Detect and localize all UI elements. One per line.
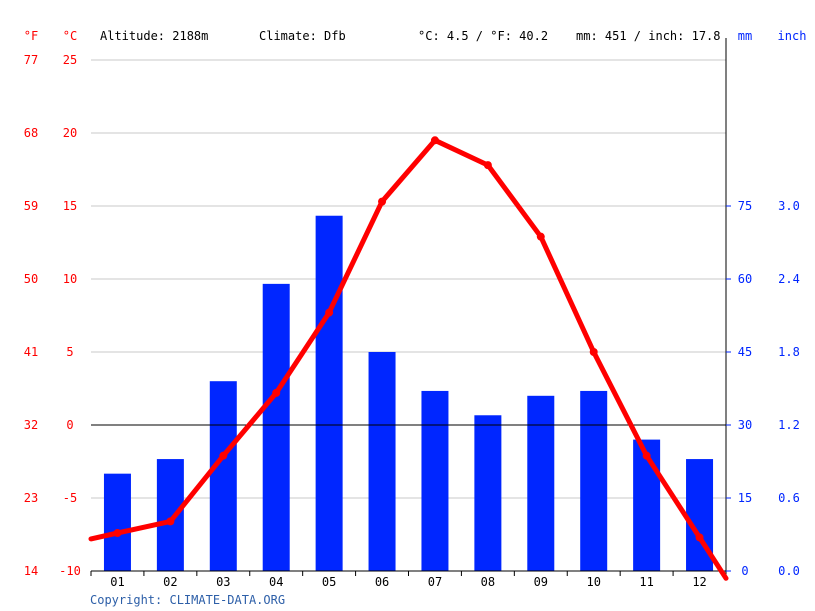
x-tick-label: 07 xyxy=(428,575,442,589)
right-mm-tick-label: 75 xyxy=(738,199,752,213)
right-inch-tick-label: 0.6 xyxy=(778,491,800,505)
climate-label: Climate: Dfb xyxy=(259,29,346,43)
left-f-tick-label: 23 xyxy=(24,491,38,505)
temperature-point xyxy=(113,529,122,538)
right-inch-tick-label: 1.2 xyxy=(778,418,800,432)
axis-labels: 25 77 20 68 15 59 10 50 5 41 0 32 -5 23 -10 14 75 3.0 60 2.… xyxy=(24,53,800,578)
temperature-point xyxy=(536,232,545,241)
temperature-point xyxy=(642,451,651,460)
x-tick-label: 11 xyxy=(639,575,653,589)
temperature-point xyxy=(483,161,492,170)
x-axis-ticks: 01 02 03 04 05 06 07 08 09 10 11 12 xyxy=(90,571,727,589)
x-tick-label: 12 xyxy=(692,575,706,589)
precip-bar xyxy=(368,352,396,571)
left-f-tick-label: 68 xyxy=(24,126,38,140)
x-tick-label: 08 xyxy=(481,575,495,589)
left-c-tick-label: 10 xyxy=(63,272,77,286)
right-mm-tick-label: 0 xyxy=(741,564,748,578)
precip-bar xyxy=(421,390,449,571)
copyright-text: Copyright: CLIMATE-DATA.ORG xyxy=(90,593,285,607)
right-inch-tick-label: 3.0 xyxy=(778,199,800,213)
precip-bar xyxy=(580,390,608,571)
altitude-label: Altitude: 2188m xyxy=(100,29,208,43)
left-c-tick-label: -10 xyxy=(59,564,81,578)
right-inch-tick-label: 1.8 xyxy=(778,345,800,359)
x-tick-label: 03 xyxy=(216,575,230,589)
unit-inch-label: inch xyxy=(778,29,807,43)
x-tick-label: 02 xyxy=(163,575,177,589)
x-tick-label: 04 xyxy=(269,575,283,589)
left-c-tick-label: 25 xyxy=(63,53,77,67)
left-c-tick-label: 15 xyxy=(63,199,77,213)
right-mm-tick-label: 60 xyxy=(738,272,752,286)
unit-mm-label: mm xyxy=(738,29,752,43)
temperature-point xyxy=(430,136,439,145)
unit-c-label: °C xyxy=(63,29,77,43)
right-inch-tick-label: 0.0 xyxy=(778,564,800,578)
left-c-tick-label: 0 xyxy=(66,418,73,432)
temperature-point xyxy=(589,348,598,356)
left-c-tick-label: 20 xyxy=(63,126,77,140)
x-tick-label: 06 xyxy=(375,575,389,589)
x-tick-label: 09 xyxy=(534,575,548,589)
temperature-polyline xyxy=(88,137,729,581)
grid-lines xyxy=(91,59,726,499)
temperature-point xyxy=(325,308,334,317)
temperature-line xyxy=(88,136,729,581)
temperature-point xyxy=(219,451,228,460)
left-f-tick-label: 14 xyxy=(24,564,38,578)
avg-temp-label: °C: 4.5 / °F: 40.2 xyxy=(418,29,548,43)
precip-bar xyxy=(209,381,237,571)
temperature-point xyxy=(695,533,704,542)
precipitation-bars xyxy=(103,215,714,571)
precip-bar xyxy=(315,215,343,571)
left-f-tick-label: 77 xyxy=(24,53,38,67)
precip-bar xyxy=(527,395,555,571)
right-inch-tick-label: 2.4 xyxy=(778,272,800,286)
temperature-point xyxy=(378,197,387,206)
left-f-tick-label: 50 xyxy=(24,272,38,286)
left-c-tick-label: 5 xyxy=(66,345,73,359)
temperature-point xyxy=(166,517,175,526)
x-tick-label: 05 xyxy=(322,575,336,589)
precip-label: mm: 451 / inch: 17.8 xyxy=(576,29,721,43)
left-f-tick-label: 32 xyxy=(24,418,38,432)
right-mm-tick-label: 30 xyxy=(738,418,752,432)
x-tick-label: 01 xyxy=(110,575,124,589)
precip-bar xyxy=(103,473,131,571)
right-mm-tick-label: 45 xyxy=(738,345,752,359)
temperature-point xyxy=(272,388,281,397)
left-f-tick-label: 41 xyxy=(24,345,38,359)
precip-bar xyxy=(474,415,502,571)
left-c-tick-label: -5 xyxy=(63,491,77,505)
precip-bar xyxy=(633,439,661,571)
unit-f-label: °F xyxy=(24,29,38,43)
precip-bar xyxy=(262,283,290,571)
x-tick-label: 10 xyxy=(586,575,600,589)
precip-bar xyxy=(156,459,184,571)
right-mm-tick-label: 15 xyxy=(738,491,752,505)
left-f-tick-label: 59 xyxy=(24,199,38,213)
